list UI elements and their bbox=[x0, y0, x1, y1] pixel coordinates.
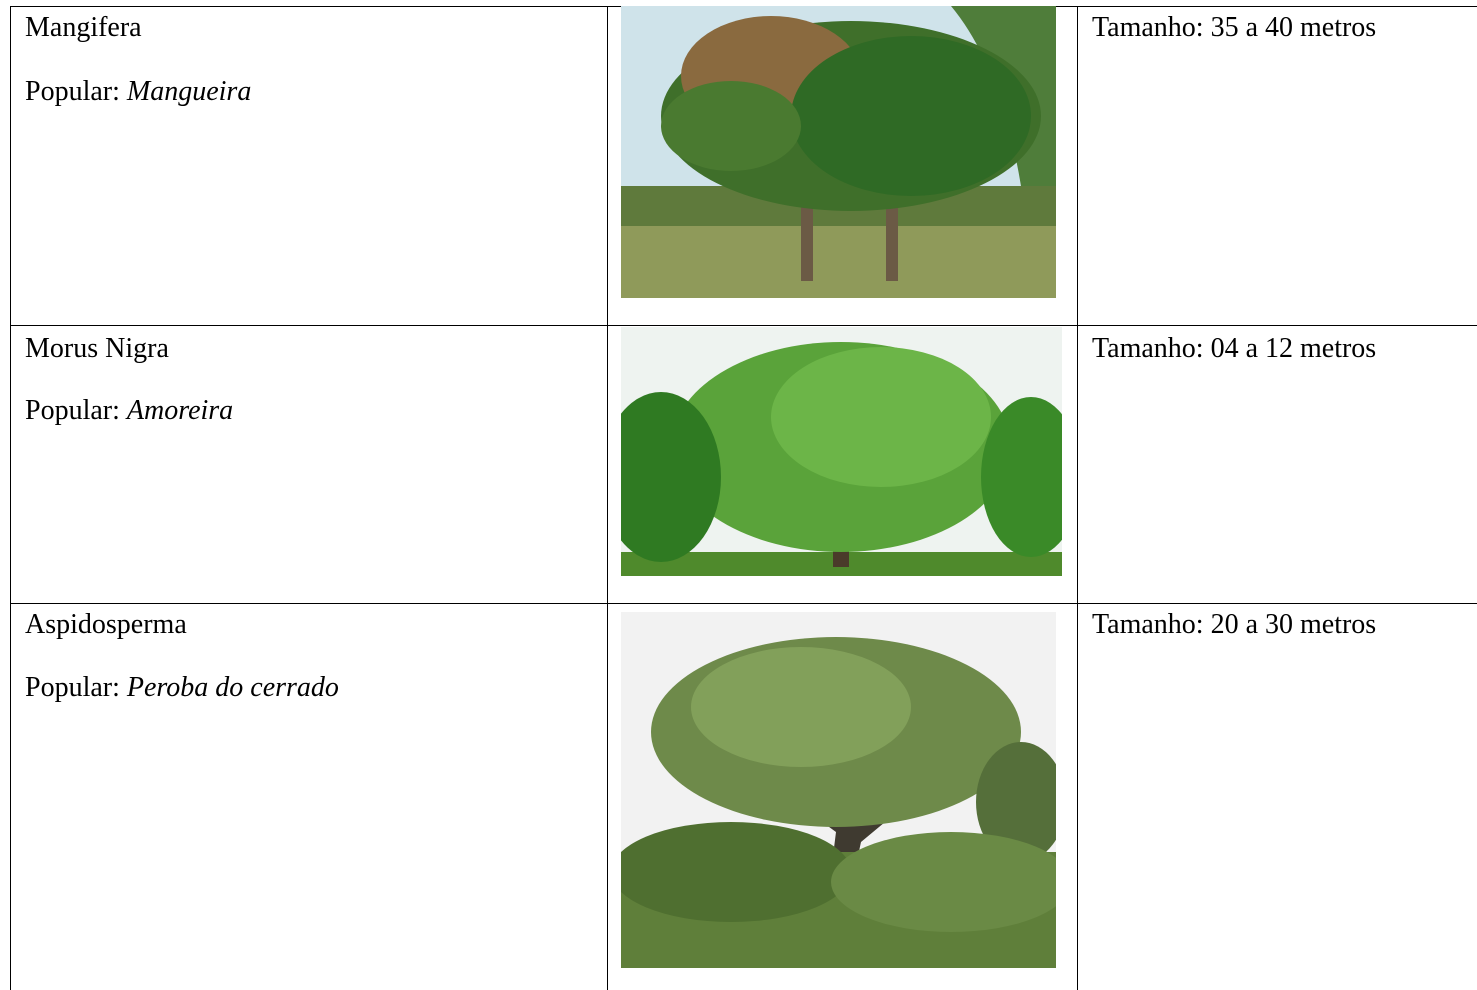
popular-name: Popular: Amoreira bbox=[25, 395, 233, 427]
size: Tamanho: 04 a 12 metros bbox=[1092, 333, 1377, 364]
border bbox=[10, 325, 1477, 326]
tree-photo bbox=[621, 6, 1056, 298]
size: Tamanho: 35 a 40 metros bbox=[1092, 12, 1377, 43]
species-name: Morus Nigra bbox=[25, 333, 169, 364]
border bbox=[607, 6, 608, 990]
popular-name: Popular: Peroba do cerrado bbox=[25, 672, 339, 704]
tree-photo bbox=[621, 612, 1056, 968]
tree-photo bbox=[621, 327, 1062, 576]
label: Popular: bbox=[25, 672, 120, 703]
value: Peroba do cerrado bbox=[126, 672, 339, 703]
species-name: Mangifera bbox=[25, 12, 142, 43]
label: Popular: bbox=[25, 76, 120, 107]
value: Amoreira bbox=[126, 395, 234, 426]
popular-name: Popular: Mangueira bbox=[25, 76, 251, 108]
value: Mangueira bbox=[126, 76, 252, 107]
border bbox=[1077, 6, 1078, 990]
size: Tamanho: 20 a 30 metros bbox=[1092, 609, 1377, 640]
species-name: Aspidosperma bbox=[25, 609, 187, 640]
border bbox=[10, 6, 11, 990]
border bbox=[10, 603, 1477, 604]
label: Popular: bbox=[25, 395, 120, 426]
